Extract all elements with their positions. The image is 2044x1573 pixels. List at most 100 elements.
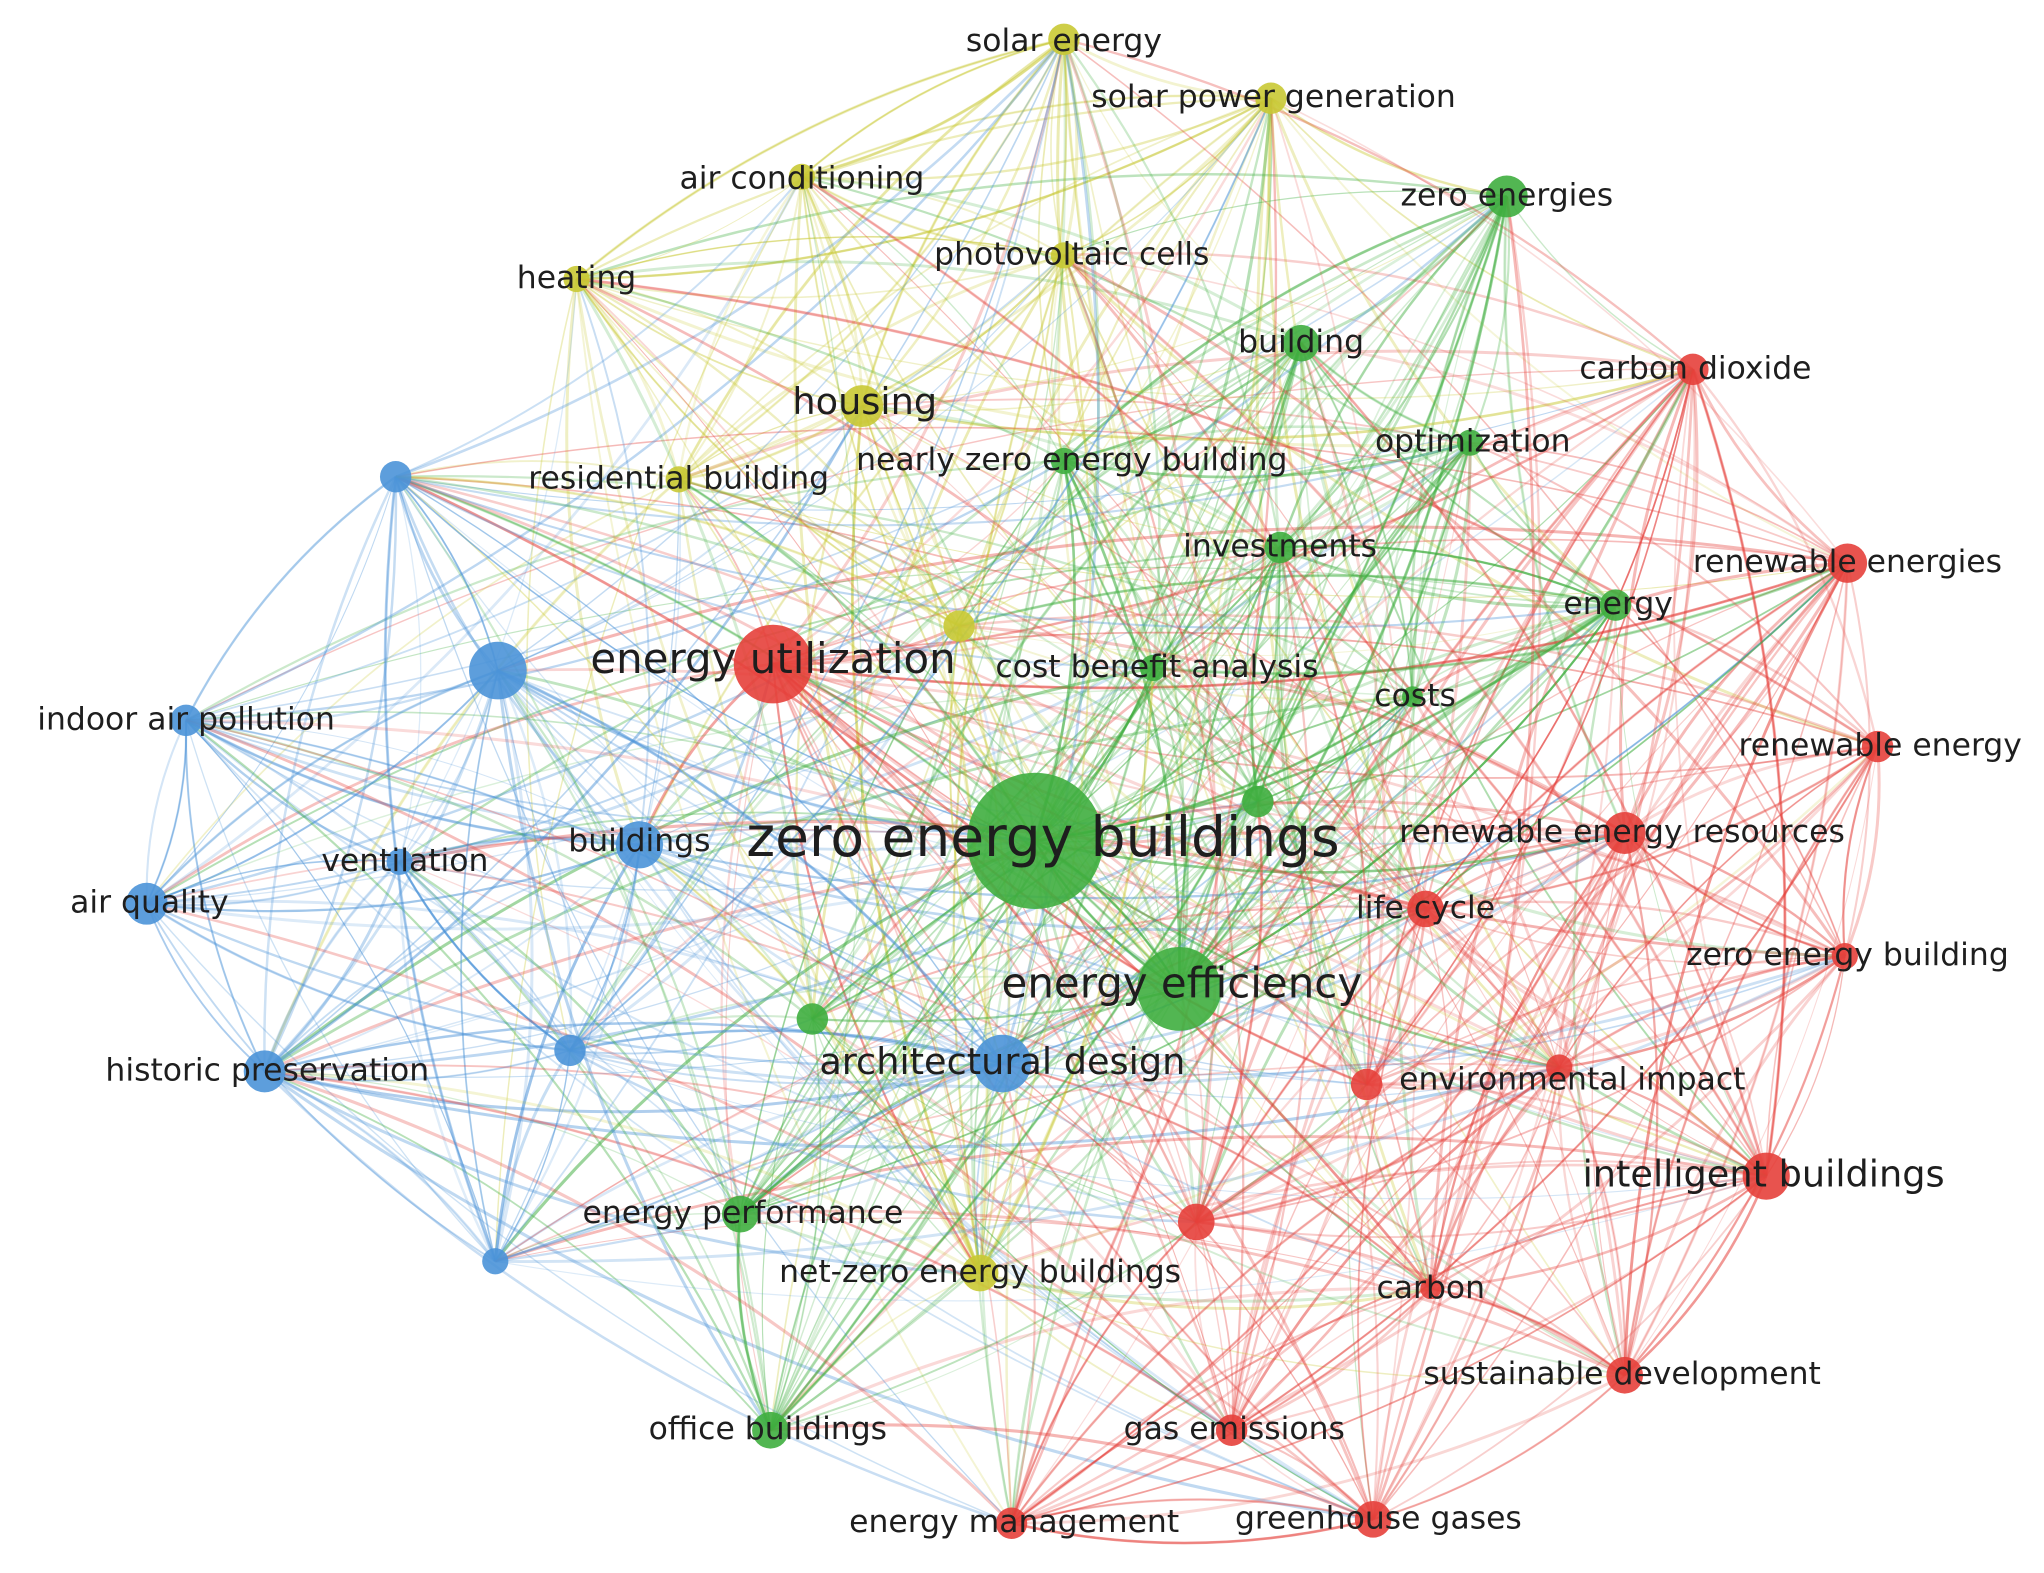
- edge: [801, 38, 1065, 178]
- edge: [1062, 38, 1218, 1223]
- edge: [1691, 368, 1787, 1177]
- edge: [1429, 196, 1542, 1290]
- node-label: energy efficiency: [1002, 959, 1363, 1008]
- node-label: energy: [1563, 586, 1673, 622]
- edge: [569, 625, 961, 1052]
- edge: [850, 405, 982, 1274]
- edge: [384, 476, 496, 1262]
- edge: [739, 97, 1273, 1215]
- node-label: sustainable development: [1423, 1356, 1820, 1392]
- edge: [146, 669, 499, 905]
- edge: [1001, 800, 1259, 1064]
- edge: [861, 405, 1432, 1290]
- node: [1048, 23, 1080, 56]
- edge: [769, 196, 1508, 1431]
- edge: [398, 861, 571, 1052]
- edge: [1178, 546, 1282, 989]
- edge: [395, 476, 1003, 1064]
- edge: [979, 342, 1302, 1274]
- edge: [1230, 832, 1626, 1432]
- edge: [1372, 562, 1849, 1520]
- node-label: historic preservation: [105, 1052, 429, 1088]
- edge: [801, 38, 1065, 178]
- edge: [493, 1049, 572, 1262]
- node: [1485, 175, 1528, 218]
- edge: [1411, 696, 1627, 1376]
- edge: [1278, 547, 1432, 1290]
- node: [1603, 812, 1646, 854]
- edge: [861, 254, 1065, 407]
- edge: [1410, 441, 1472, 697]
- edge: [801, 176, 1065, 462]
- edge: [677, 38, 1065, 480]
- edge: [1424, 908, 1561, 1068]
- edge: [1063, 460, 1259, 802]
- edge: [395, 460, 679, 481]
- edge: [811, 255, 1065, 1020]
- edge: [1615, 603, 1879, 748]
- edge: [1270, 97, 1508, 198]
- edge: [569, 39, 1065, 1051]
- edge: [1231, 1429, 1374, 1521]
- edge: [761, 1018, 813, 1431]
- node: [563, 265, 590, 293]
- edge: [398, 861, 571, 1052]
- edge: [1195, 562, 1849, 1223]
- node-label: renewable energy resources: [1399, 814, 1845, 850]
- edge: [1062, 255, 1186, 989]
- edge: [493, 670, 534, 1262]
- edge: [1033, 342, 1303, 842]
- edge: [1063, 38, 1846, 957]
- edge: [1144, 667, 1180, 990]
- edge: [496, 670, 772, 1432]
- edge: [1063, 97, 1272, 257]
- edge: [1624, 563, 1849, 1376]
- edge: [1257, 196, 1508, 803]
- edge: [1673, 369, 1768, 1177]
- node-label: optimization: [1375, 424, 1571, 460]
- edge: [1269, 98, 1561, 1069]
- edge: [772, 368, 1694, 665]
- edge: [736, 1214, 772, 1431]
- edge: [146, 625, 960, 905]
- edge: [264, 844, 641, 1073]
- edge: [264, 1064, 1197, 1223]
- node-label: intelligent buildings: [1583, 1153, 1945, 1196]
- edge: [1372, 1374, 1626, 1520]
- edge: [569, 844, 641, 1051]
- edge: [959, 624, 1626, 835]
- edge: [1619, 368, 1695, 834]
- edge: [800, 176, 989, 1274]
- edge: [769, 696, 1413, 1431]
- edge: [1412, 604, 1617, 699]
- edge: [146, 902, 1374, 1521]
- node-label: architectural design: [819, 1040, 1185, 1083]
- edge: [979, 255, 1092, 1274]
- edge: [1279, 196, 1508, 549]
- edge: [146, 899, 1003, 1065]
- edge: [1063, 251, 1694, 371]
- edge: [1280, 545, 1616, 606]
- edge: [1691, 368, 1879, 747]
- edge: [1010, 801, 1259, 1524]
- edge: [1063, 460, 1432, 1289]
- edge: [1692, 369, 1786, 1177]
- edge: [395, 476, 1036, 842]
- edge: [1178, 547, 1281, 990]
- edge: [399, 861, 571, 1051]
- edge: [1256, 547, 1288, 802]
- edge: [1194, 368, 1694, 1223]
- edge: [772, 561, 1848, 690]
- edge: [1178, 442, 1471, 990]
- edge: [1842, 746, 1879, 957]
- edge: [575, 37, 1065, 281]
- edge: [739, 604, 1617, 1215]
- edge: [1278, 195, 1508, 548]
- edge: [793, 176, 982, 1274]
- edge: [1557, 832, 1626, 1068]
- edge: [1842, 746, 1879, 957]
- node-label: energy utilization: [590, 634, 955, 683]
- edge: [769, 176, 863, 1431]
- edge: [395, 475, 1413, 698]
